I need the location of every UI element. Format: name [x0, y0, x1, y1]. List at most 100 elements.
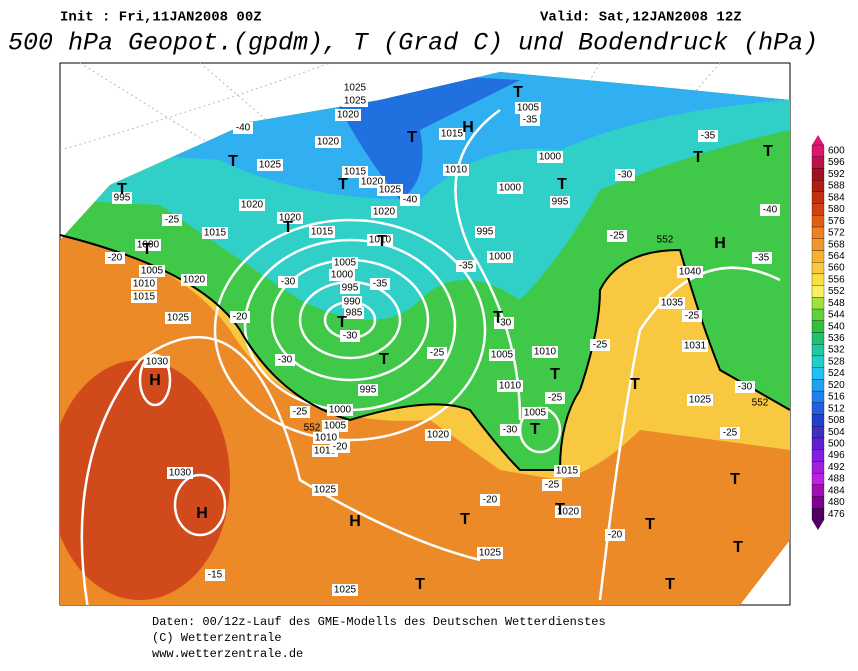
label-box: [342, 82, 368, 94]
colorbar-cell: [811, 297, 825, 310]
map-label: -30: [278, 355, 293, 366]
label-box: [427, 347, 447, 359]
colorbar-cell: [811, 484, 825, 497]
label-box: [340, 330, 360, 342]
map-label: 1005: [524, 408, 547, 419]
map-label: 1005: [334, 258, 357, 269]
label-box: [537, 151, 563, 163]
label-box: [456, 260, 476, 272]
colorbar-cell: [811, 414, 825, 427]
map-label: -25: [610, 231, 625, 242]
colorbar-cell: [811, 332, 825, 345]
label-box: [342, 296, 362, 308]
colorbar-cell: [811, 250, 825, 263]
colorbar-cell: [811, 320, 825, 333]
contour-label: 552: [304, 423, 321, 434]
label-box: [659, 297, 685, 309]
colorbar-cell: [811, 461, 825, 474]
map-label: 1020: [241, 200, 264, 211]
label-box: [443, 164, 469, 176]
map-label: 1010: [445, 165, 468, 176]
map-label: 1025: [344, 83, 367, 94]
pressure-center: T: [730, 471, 740, 488]
pressure-center: T: [338, 176, 348, 193]
pressure-center: T: [693, 149, 703, 166]
colorbar-cell: [811, 308, 825, 321]
colorbar-cell: [811, 379, 825, 392]
map-label: -20: [483, 495, 498, 506]
map-label: 1015: [204, 228, 227, 239]
pressure-center: T: [530, 421, 540, 438]
colorbar-cell: [811, 508, 825, 521]
valid-time: Valid: Sat,12JAN2008 12Z: [540, 10, 742, 26]
colorbar-label: 548: [828, 298, 845, 309]
label-box: [752, 252, 772, 264]
colorbar-label: 500: [828, 438, 845, 449]
map-label: 1015: [441, 129, 464, 140]
colorbar-label: 584: [828, 192, 845, 203]
title: 500 hPa Geopot.(gpdm), T (Grad C) und Bo…: [8, 29, 818, 58]
map-label: 1025: [167, 313, 190, 324]
init-time: Init : Fri,11JAN2008 00Z: [60, 10, 262, 26]
pressure-center: T: [493, 309, 503, 326]
colorbar-cell: [811, 285, 825, 298]
map-label: -30: [497, 318, 512, 329]
colorbar-label: 544: [828, 310, 845, 321]
map-label: 1015: [556, 466, 579, 477]
pressure-center: T: [665, 576, 675, 593]
map-label: 1020: [427, 430, 450, 441]
label-box: [239, 199, 265, 211]
footer-line: (C) Wetterzentrale: [152, 631, 282, 645]
map-label: -25: [593, 340, 608, 351]
map-label: 1010: [315, 433, 338, 444]
label-box: [377, 184, 403, 196]
pressure-center: T: [763, 143, 773, 160]
map-label: 990: [344, 297, 361, 308]
colorbar-label: 572: [828, 228, 845, 239]
label-box: [489, 349, 515, 361]
colorbar-label: 568: [828, 239, 845, 250]
colorbar-label: 564: [828, 251, 845, 262]
map-label: 1025: [479, 548, 502, 559]
label-box: [105, 252, 125, 264]
colorbar-label: 540: [828, 321, 845, 332]
label-box: [315, 136, 341, 148]
colorbar-label: 536: [828, 333, 845, 344]
colorbar-label: 528: [828, 356, 845, 367]
label-box: [682, 340, 708, 352]
label-box: [278, 276, 298, 288]
label-box: [181, 274, 207, 286]
pressure-center: T: [733, 539, 743, 556]
label-box: [475, 226, 495, 238]
map-label: 1015: [311, 227, 334, 238]
pressure-center: T: [228, 153, 238, 170]
label-box: [165, 312, 191, 324]
label-box: [162, 214, 182, 226]
colorbar-label: 532: [828, 345, 845, 356]
label-box: [590, 339, 610, 351]
map-label: 1020: [361, 177, 384, 188]
map-label: -25: [723, 428, 738, 439]
map-label: 1000: [539, 152, 562, 163]
label-box: [327, 404, 353, 416]
map-label: 995: [477, 227, 494, 238]
label-box: [112, 192, 132, 204]
colorbar-label: 560: [828, 263, 845, 274]
label-box: [677, 266, 703, 278]
label-box: [735, 381, 755, 393]
map-label: -35: [459, 261, 474, 272]
map-label: 1000: [331, 270, 354, 281]
pressure-center: T: [142, 241, 152, 258]
map-label: -30: [503, 425, 518, 436]
colorbar-label: 600: [828, 146, 845, 157]
map-label: -30: [281, 277, 296, 288]
map-label: -40: [763, 205, 778, 216]
map-label: 1010: [499, 381, 522, 392]
label-box: [233, 122, 253, 134]
label-box: [550, 196, 570, 208]
colorbar-label: 588: [828, 181, 845, 192]
colorbar-label: 492: [828, 462, 845, 473]
map-label: 1005: [324, 421, 347, 432]
label-box: [335, 109, 361, 121]
